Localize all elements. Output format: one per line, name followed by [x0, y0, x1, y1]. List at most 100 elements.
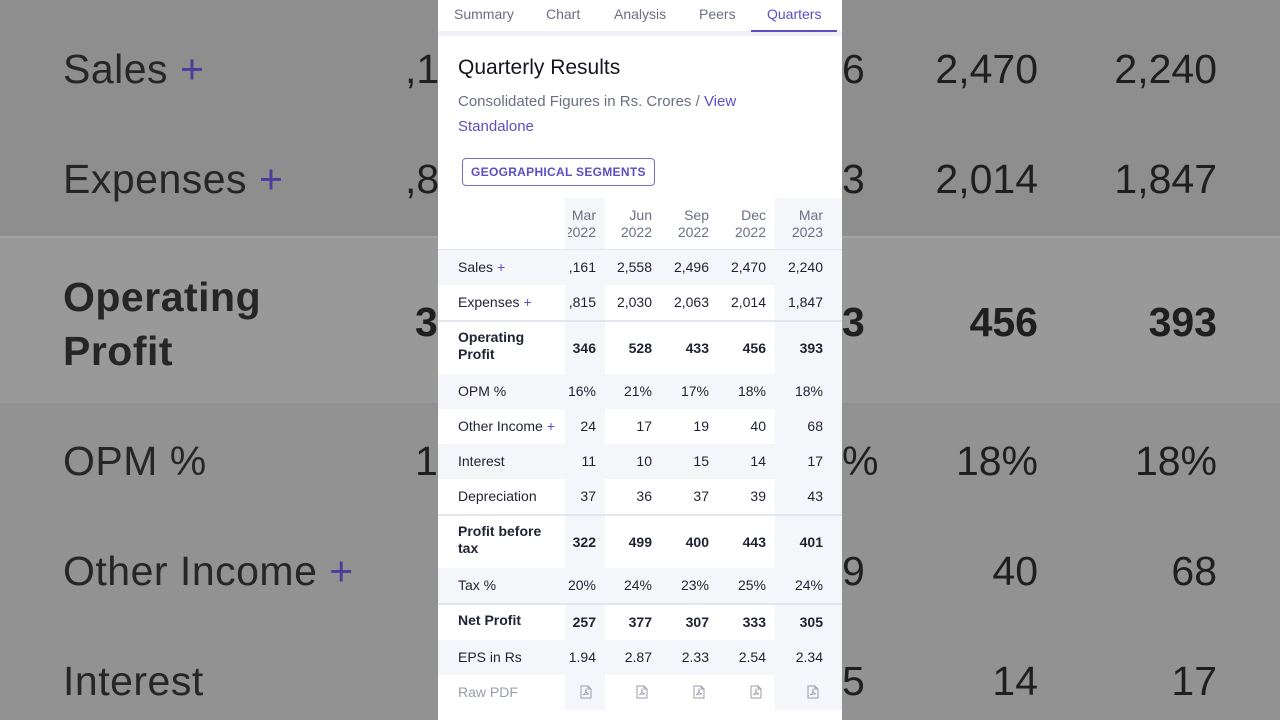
table-cell: 24% [623, 577, 652, 593]
table-cell: 2,030 [616, 294, 652, 310]
expand-plus-icon[interactable]: + [497, 259, 506, 275]
table-cell: 17% [680, 383, 709, 399]
table-cell: 21% [623, 383, 652, 399]
table-cell: 333 [742, 614, 766, 630]
pdf-file-icon[interactable] [693, 685, 705, 699]
table-cell: 37 [580, 488, 596, 504]
expand-plus-icon[interactable]: + [546, 418, 556, 434]
tab-summary[interactable]: Summary [454, 6, 514, 22]
subtitle-text: Consolidated Figures in Rs. Crores / [458, 93, 704, 110]
table-cell: 401 [799, 533, 823, 550]
row-label-text: Expenses [458, 294, 520, 310]
row-label-expenses[interactable]: Expenses + [458, 294, 578, 311]
column-header-month: Mar [798, 207, 823, 223]
bg-sales-label: Sales + [63, 46, 205, 92]
bg-op-r2: 456 [969, 299, 1038, 345]
row-label-text: Other Income [458, 418, 543, 434]
column-header: Sep 2022 [659, 207, 709, 241]
row-label-text: Interest [458, 453, 505, 469]
column-header: Dec 2022 [716, 207, 766, 241]
table-cell: 393 [799, 339, 823, 356]
table-cell: 2.87 [624, 649, 652, 665]
table-cell: 2.54 [738, 649, 766, 665]
row-stripe [438, 640, 842, 675]
table-cell: ,815 [568, 294, 596, 310]
table-cell: 499 [628, 533, 652, 550]
table-cell: 68 [807, 418, 823, 434]
pdf-file-icon[interactable] [750, 685, 762, 699]
bg-oi-r1: 9 [842, 548, 865, 594]
bg-oi-r2: 40 [992, 548, 1038, 594]
table-cell: 1,847 [787, 294, 823, 310]
table-cell: 24 [580, 418, 596, 434]
row-label-text: Depreciation [458, 488, 537, 504]
column-header-month: Sep [684, 207, 709, 223]
bg-other-income-label: Other Income + [63, 548, 354, 594]
pdf-file-icon[interactable] [807, 685, 819, 699]
table-cell: 2,014 [730, 294, 766, 310]
row-label-net-profit: Net Profit [458, 612, 558, 629]
row-stripe [438, 444, 842, 479]
table-cell: 10 [636, 453, 652, 469]
bg-sales-r1: 6 [842, 46, 865, 92]
geographical-segments-button[interactable]: GEOGRAPHICAL SEGMENTS [462, 158, 655, 186]
table-cell: 18% [794, 383, 823, 399]
row-label-eps-in-rs: EPS in Rs [458, 649, 578, 666]
tab-quarters[interactable]: Quarters [751, 4, 838, 32]
section-divider [438, 514, 842, 516]
column-header: Mar 2022 [568, 207, 596, 241]
row-stripe [438, 250, 842, 285]
row-label-sales[interactable]: Sales + [458, 259, 578, 276]
table-cell: 24% [794, 577, 823, 593]
table-cell: 43 [807, 488, 823, 504]
tab-chart[interactable]: Chart [546, 6, 581, 22]
bg-opm-label: OPM % [63, 438, 207, 484]
table-cell: 443 [742, 533, 766, 550]
table-cell: 1.94 [568, 649, 596, 665]
table-cell: 322 [572, 533, 596, 550]
table-cell: 305 [799, 614, 823, 630]
row-stripe [438, 568, 842, 603]
expand-plus-icon[interactable]: + [523, 294, 532, 310]
bg-op-r3: 393 [1148, 299, 1217, 345]
column-header-year: 2022 [620, 224, 652, 240]
table-cell: 39 [750, 488, 766, 504]
table-cell: 16% [567, 383, 596, 399]
row-label-interest: Interest [458, 453, 578, 470]
section-divider [438, 603, 842, 605]
bg-opm-r2: 18% [955, 438, 1038, 484]
table-cell: 18% [737, 383, 766, 399]
row-label-text: OPM % [458, 383, 507, 399]
bg-sales-left: ,1 [405, 46, 440, 92]
pdf-file-icon[interactable] [636, 685, 648, 699]
table-cell: 14 [750, 453, 766, 469]
row-label-text: EPS in Rs [458, 649, 522, 665]
bg-int-r1: 5 [842, 658, 865, 704]
bg-op-r1: 3 [842, 299, 865, 345]
tab-peers[interactable]: Peers [699, 6, 736, 22]
table-cell: 17 [807, 453, 823, 469]
table-cell: ,161 [568, 259, 596, 275]
row-label-operating-profit: Operating Profit [458, 329, 558, 363]
table-cell: 2,240 [787, 259, 823, 275]
bg-opm-left: 1 [415, 438, 438, 484]
table-cell: 37 [693, 488, 709, 504]
bg-int-r3: 17 [1171, 658, 1217, 704]
row-label-opm-: OPM % [458, 383, 578, 400]
column-header-year: 2022 [734, 224, 766, 240]
table-cell: 11 [581, 453, 596, 469]
table-cell: 19 [693, 418, 709, 434]
view-standalone-link[interactable]: View Standalone [458, 93, 737, 135]
bg-opm-r1: % [842, 438, 879, 484]
table-cell: 433 [685, 339, 709, 356]
pdf-file-icon[interactable] [580, 685, 592, 699]
table-cell: 15 [693, 453, 709, 469]
table-cell: 456 [742, 339, 766, 356]
row-label-profit-before-tax: Profit before tax [458, 523, 558, 557]
tab-analysis[interactable]: Analysis [614, 6, 667, 22]
row-label-other-income[interactable]: Other Income + [458, 418, 578, 435]
table-cell: 400 [685, 533, 709, 550]
page-title: Quarterly Results [458, 56, 621, 79]
row-label-depreciation: Depreciation [458, 488, 578, 505]
row-label-tax-: Tax % [458, 577, 578, 594]
